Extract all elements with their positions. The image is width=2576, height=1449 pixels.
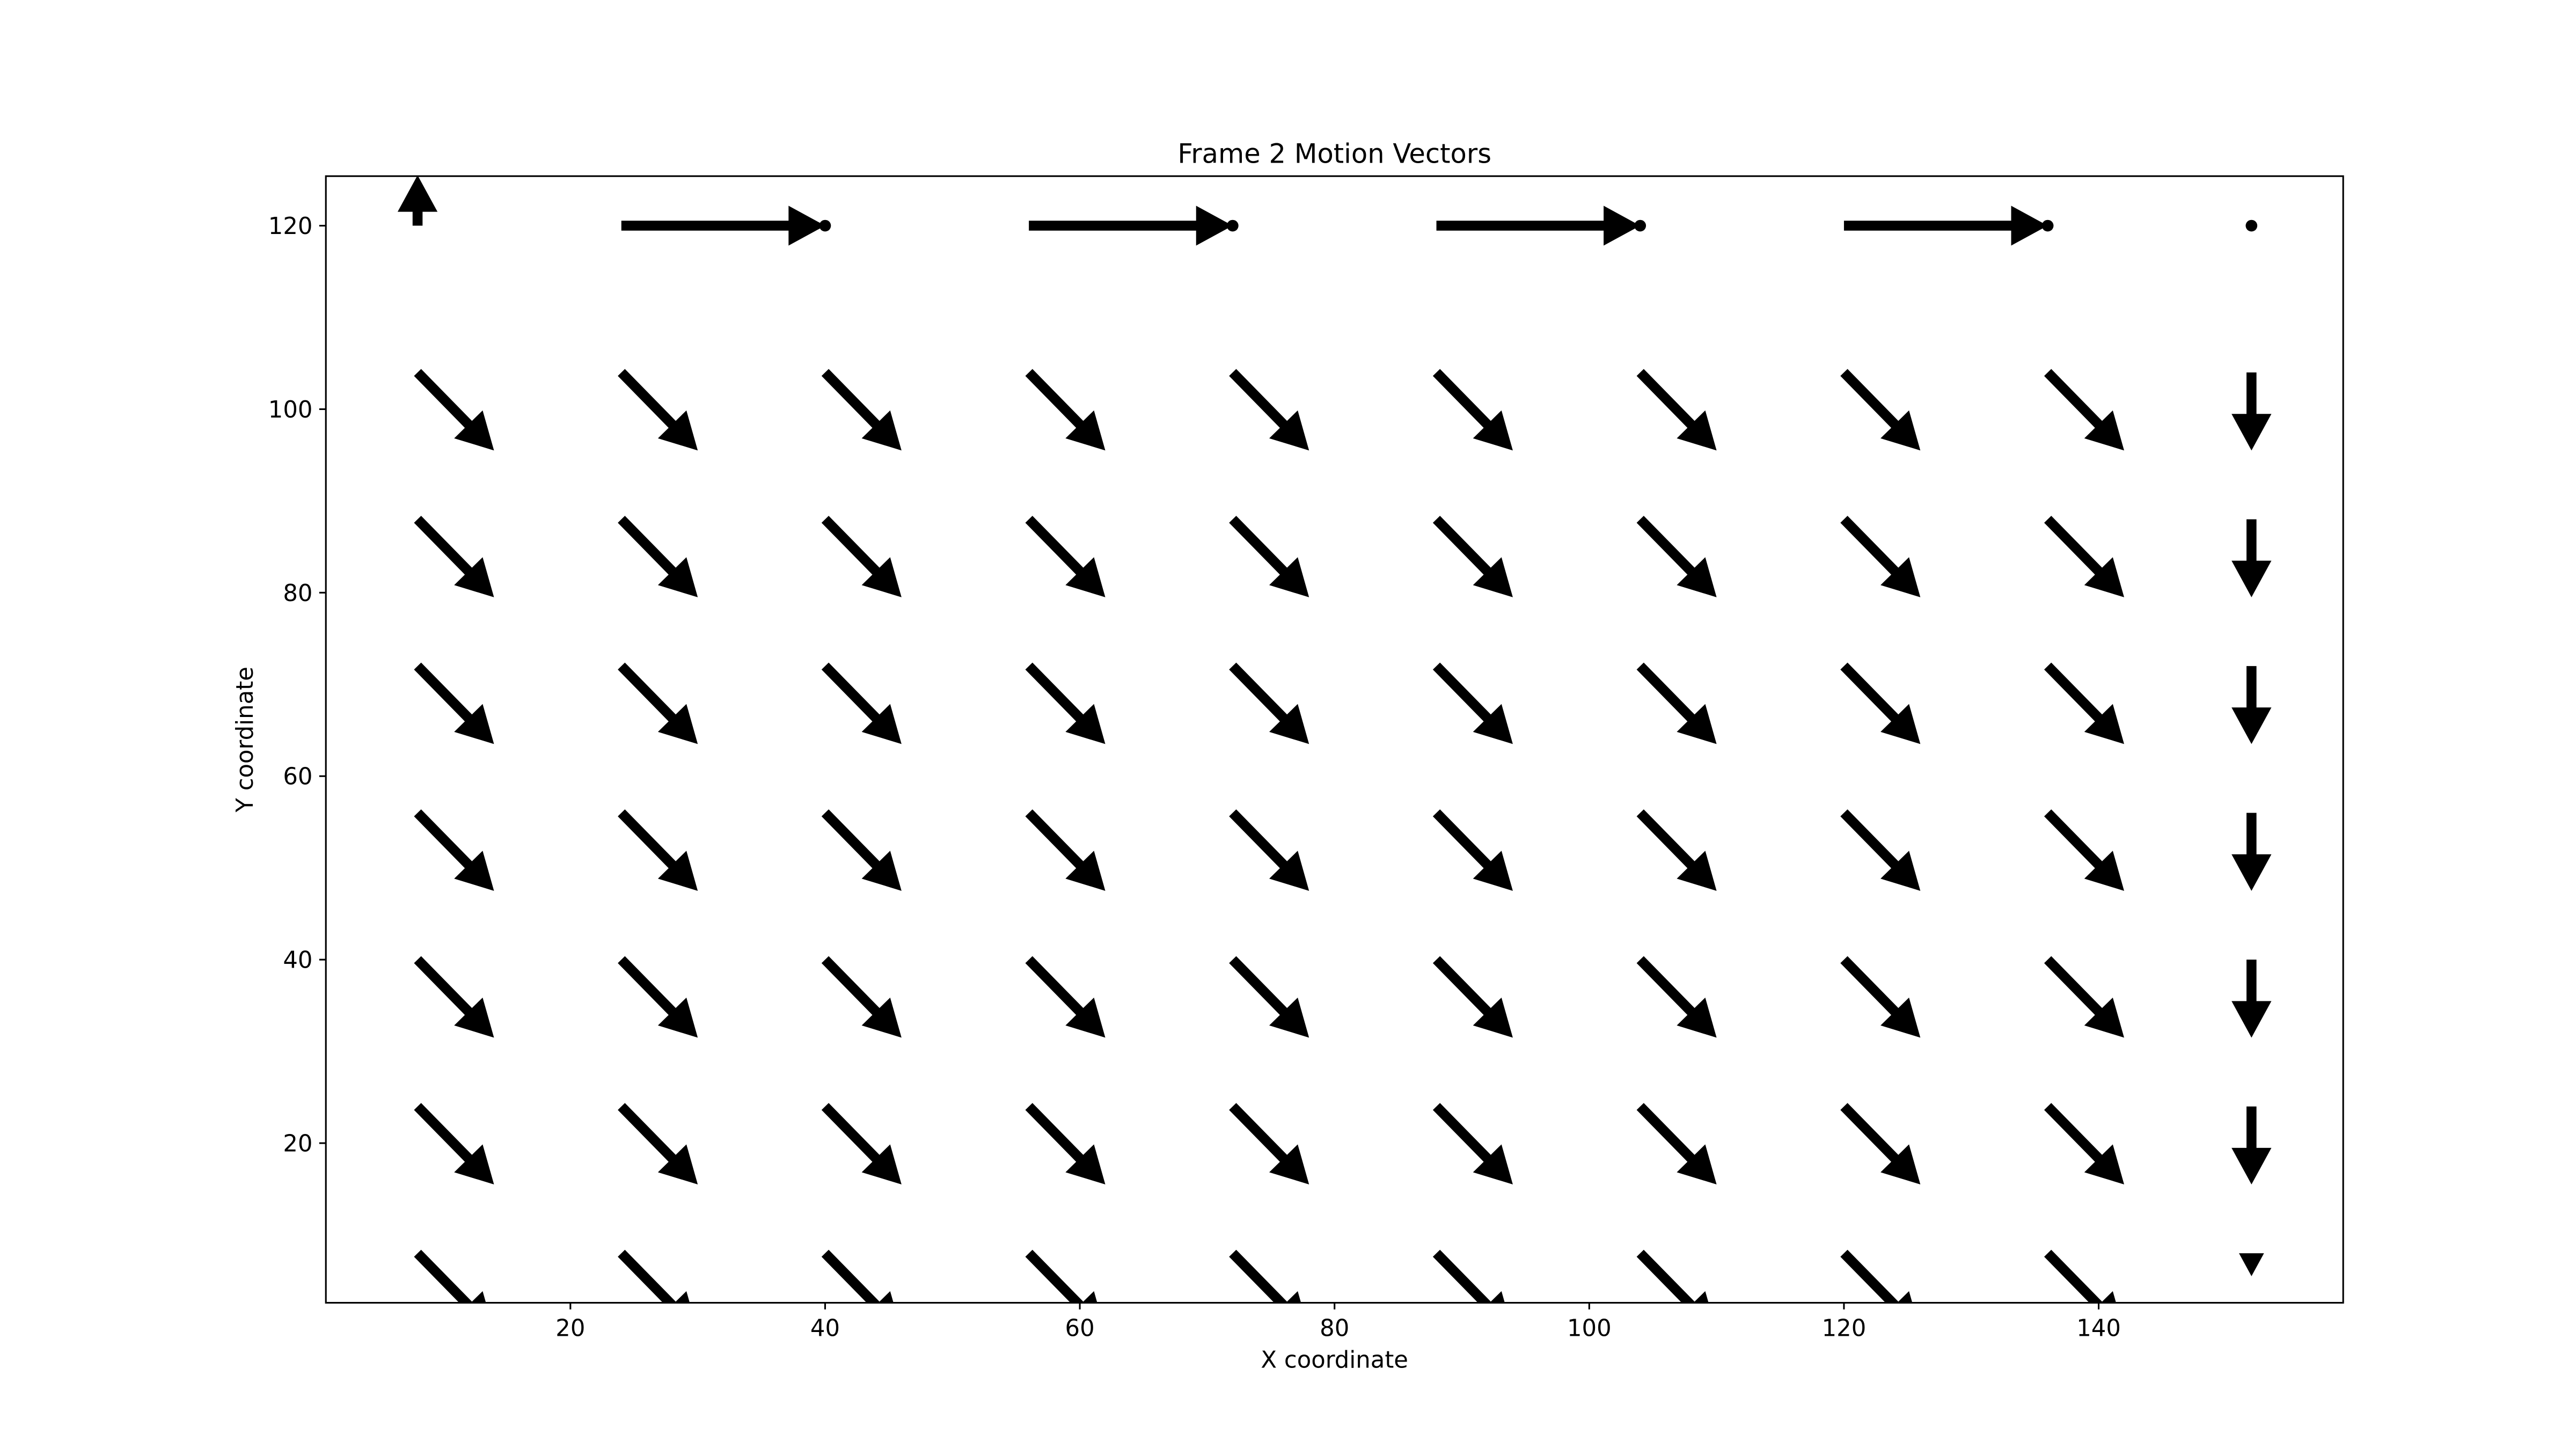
vector-arrow — [414, 809, 494, 891]
vector-arrow — [414, 1103, 494, 1185]
vector-arrow — [2044, 809, 2125, 891]
vector-arrow — [1229, 956, 1309, 1038]
vector-arrow — [821, 809, 902, 891]
vector-arrow — [1840, 809, 1921, 891]
vector-arrow — [1229, 1103, 1309, 1185]
vector-arrow — [397, 176, 438, 226]
vector-arrow — [618, 809, 698, 891]
vector-arrow — [1229, 1249, 1301, 1303]
vector-arrow — [618, 516, 698, 597]
vector-arrow — [2041, 219, 2054, 232]
vector-arrow — [2231, 666, 2272, 744]
vector-arrow — [1025, 516, 1106, 597]
vector-arrow — [2231, 1106, 2272, 1185]
vector-arrow — [819, 219, 831, 232]
vector-arrow — [2044, 956, 2125, 1038]
vector-arrow — [414, 369, 494, 451]
vector-arrow — [2231, 519, 2272, 597]
vector-arrow — [1840, 369, 1921, 451]
vector-arrow — [2044, 662, 2125, 744]
vector-arrow — [1025, 1249, 1097, 1303]
vector-arrow — [618, 956, 698, 1038]
y-tick-label: 80 — [283, 580, 312, 607]
x-tick-label: 120 — [1822, 1315, 1867, 1342]
vector-arrow — [621, 206, 825, 246]
plot-area — [397, 176, 2272, 1303]
vector-arrow — [1229, 369, 1309, 451]
vector-arrow — [821, 516, 902, 597]
vector-arrow — [2044, 1103, 2125, 1185]
vector-arrow — [414, 662, 494, 744]
vector-arrow — [1432, 956, 1513, 1038]
vector-arrow — [1840, 516, 1921, 597]
vector-arrow — [618, 1103, 698, 1185]
vector-arrow — [1432, 809, 1513, 891]
vector-arrow — [1025, 809, 1106, 891]
y-tick-label: 100 — [268, 397, 313, 423]
y-tick-label: 20 — [283, 1131, 312, 1158]
vector-arrow — [821, 1249, 894, 1303]
vector-arrow — [1436, 206, 1641, 246]
vector-arrow — [1840, 956, 1921, 1038]
chart-title: Frame 2 Motion Vectors — [1177, 138, 1491, 169]
vector-arrow — [1229, 516, 1309, 597]
vector-arrow — [1843, 206, 2048, 246]
x-tick-label: 140 — [2076, 1315, 2121, 1342]
vector-arrow — [2044, 1249, 2117, 1303]
vector-arrow — [1432, 369, 1513, 451]
vector-arrow — [821, 369, 902, 451]
vector-arrow — [1634, 219, 1646, 232]
vector-arrow — [1840, 1103, 1921, 1185]
vector-arrow — [1025, 1103, 1106, 1185]
vector-arrow — [1636, 369, 1717, 451]
vector-arrow — [618, 369, 698, 451]
vector-arrow — [2044, 516, 2125, 597]
x-tick-label: 20 — [555, 1315, 585, 1342]
vector-arrow — [821, 956, 902, 1038]
vector-arrow — [1432, 1103, 1513, 1185]
vector-arrow — [414, 1249, 486, 1303]
vector-arrow — [1229, 809, 1309, 891]
x-tick-label: 60 — [1065, 1315, 1095, 1342]
vector-arrow — [618, 1249, 690, 1303]
y-tick-label: 60 — [283, 764, 312, 791]
vector-arrow — [618, 662, 698, 744]
vector-arrow — [1432, 1249, 1505, 1303]
vector-arrow — [821, 662, 902, 744]
vector-arrow — [2231, 813, 2272, 891]
vector-arrow — [414, 956, 494, 1038]
vector-arrow — [2044, 369, 2125, 451]
y-tick-label: 120 — [268, 213, 313, 240]
vector-arrow — [821, 1103, 902, 1185]
vector-arrow — [1025, 662, 1106, 744]
vector-arrow — [1636, 662, 1717, 744]
vector-arrow — [1840, 1249, 1913, 1303]
vector-arrow — [2245, 219, 2258, 232]
vector-arrow — [1025, 956, 1106, 1038]
vector-arrow — [2238, 1253, 2264, 1276]
vector-arrow — [1229, 662, 1309, 744]
vector-arrow — [1636, 956, 1717, 1038]
x-tick-label: 40 — [810, 1315, 840, 1342]
y-tick-label: 40 — [283, 947, 312, 974]
vector-arrow — [1432, 662, 1513, 744]
vector-arrow — [1227, 219, 1239, 232]
vector-arrow — [414, 516, 494, 597]
x-tick-label: 100 — [1567, 1315, 1612, 1342]
vector-arrow — [1840, 662, 1921, 744]
vector-arrow — [1025, 369, 1106, 451]
vector-arrow — [1636, 809, 1717, 891]
vector-arrow — [1029, 206, 1233, 246]
vector-arrow — [2231, 960, 2272, 1038]
x-tick-label: 80 — [1320, 1315, 1349, 1342]
vector-arrow — [1432, 516, 1513, 597]
vector-arrow — [1636, 1249, 1709, 1303]
vector-arrow — [2231, 372, 2272, 451]
vector-arrow — [1636, 516, 1717, 597]
vector-arrow — [1636, 1103, 1717, 1185]
x-axis-label: X coordinate — [1261, 1346, 1408, 1373]
y-axis-label: Y coordinate — [232, 667, 259, 813]
